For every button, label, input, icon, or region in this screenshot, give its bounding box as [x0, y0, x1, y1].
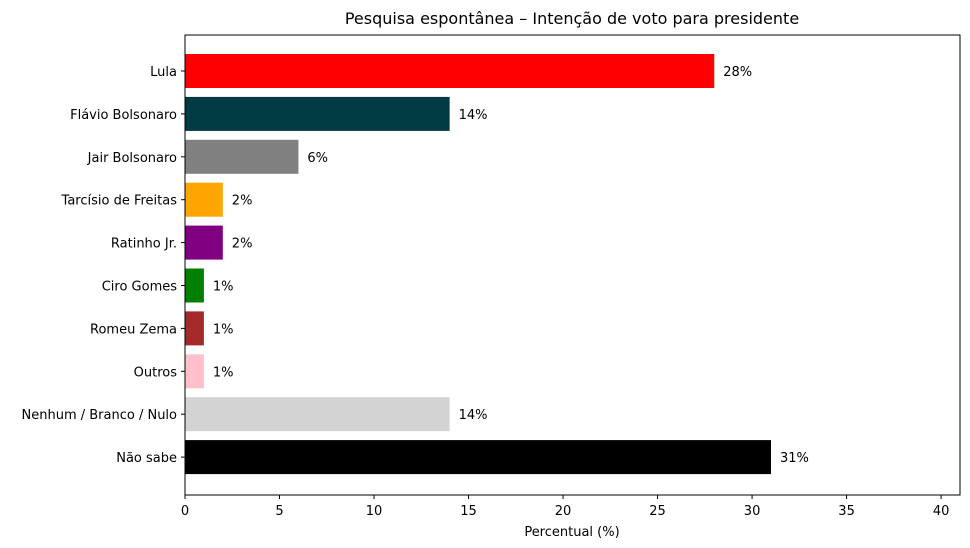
y-tick-label: Outros [134, 365, 178, 380]
data-label: 2% [232, 194, 253, 209]
bar [185, 182, 223, 217]
y-axis-ticks: Lula Flávio Bolsonaro Jair Bolsonaro Tarcís… [22, 65, 185, 466]
bar [185, 225, 223, 260]
data-label: 2% [232, 237, 253, 252]
bar [185, 96, 450, 131]
data-label: 1% [213, 280, 234, 295]
y-tick-label: Lula [150, 65, 177, 80]
x-tick-label: 5 [275, 504, 283, 519]
data-labels-group: 28% 14% 6% 2% 2% 1% 1% 1% 14% 31% [213, 65, 809, 466]
y-tick-label: Flávio Bolsonaro [70, 108, 177, 123]
x-tick-label: 30 [744, 504, 761, 519]
plot-frame [184, 34, 961, 496]
y-tick-label: Ratinho Jr. [111, 237, 177, 252]
bar [185, 311, 204, 346]
y-tick-label: Jair Bolsonaro [87, 151, 177, 166]
y-tick-label: Ciro Gomes [102, 280, 178, 295]
y-tick-label: Tarcísio de Freitas [61, 194, 178, 209]
bar [185, 397, 450, 432]
y-tick-label: Romeu Zema [90, 322, 177, 337]
x-tick-label: 25 [649, 504, 666, 519]
bar [185, 54, 715, 88]
data-label: 31% [780, 451, 809, 466]
x-tick-label: 15 [460, 504, 477, 519]
x-tick-label: 10 [366, 504, 383, 519]
x-tick-label: 35 [838, 504, 855, 519]
data-label: 28% [723, 65, 752, 80]
bar [185, 139, 299, 174]
bar [185, 440, 771, 475]
data-label: 1% [213, 322, 234, 337]
y-tick-label: Não sabe [116, 451, 177, 466]
data-label: 14% [459, 108, 488, 123]
x-tick-label: 0 [181, 504, 189, 519]
data-label: 6% [307, 151, 328, 166]
chart-title: Pesquisa espontânea – Intenção de voto p… [345, 9, 799, 28]
x-tick-label: 20 [555, 504, 572, 519]
bar [185, 268, 204, 303]
x-axis-label: Percentual (%) [524, 525, 619, 540]
y-tick-label: Nenhum / Branco / Nulo [22, 408, 178, 423]
bars-group [185, 54, 771, 475]
x-tick-label: 40 [933, 504, 950, 519]
data-label: 14% [459, 408, 488, 423]
x-axis-ticks: 0 5 10 15 20 25 30 35 40 [181, 495, 950, 519]
data-label: 1% [213, 365, 234, 380]
bar [185, 354, 204, 389]
